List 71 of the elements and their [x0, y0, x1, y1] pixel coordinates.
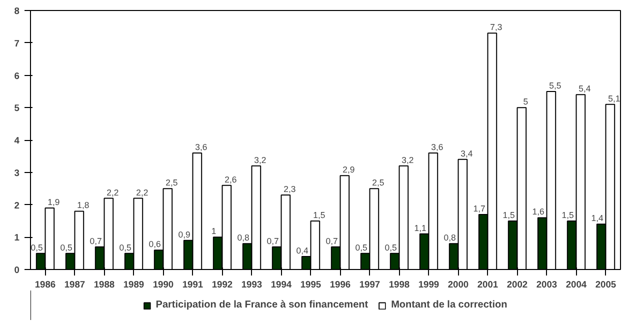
y-tick-label: 8: [14, 6, 20, 16]
data-label: 1,5: [502, 210, 516, 220]
data-label: 0,7: [266, 236, 280, 246]
data-label: 1,5: [562, 210, 574, 220]
x-tick-label: 1987: [64, 280, 86, 290]
data-label: 3,2: [402, 154, 414, 165]
data-label: 1,4: [591, 213, 604, 224]
y-tick-label: 1: [14, 232, 20, 243]
x-tick-label: 2000: [448, 280, 469, 290]
data-label: 2,6: [224, 174, 237, 184]
data-label: 1,8: [77, 200, 90, 210]
data-label: 0,9: [178, 229, 191, 240]
x-tick-label: 1992: [212, 280, 233, 290]
y-tick-label: 3: [14, 168, 20, 178]
data-label: 2,5: [166, 178, 178, 188]
x-tick-label: 1993: [241, 280, 262, 290]
x-tick-label: 2004: [566, 280, 588, 290]
data-label: 1,1: [414, 222, 427, 233]
data-label: 0,5: [119, 242, 132, 252]
legend-label: Montant de la correction: [391, 300, 508, 310]
data-label: 7,3: [490, 22, 502, 32]
data-label: 1,5: [313, 210, 326, 220]
x-tick-label: 1990: [152, 280, 174, 290]
data-label: 0,5: [384, 242, 398, 252]
x-tick-label: 1997: [359, 280, 380, 290]
y-tick-label: 5: [14, 103, 20, 114]
data-label: 3,4: [460, 148, 473, 158]
data-label: 0,5: [355, 242, 368, 252]
x-tick-label: 1998: [388, 280, 410, 290]
data-label: 0,7: [326, 236, 338, 246]
data-label: 2,3: [284, 184, 296, 194]
x-tick-label: 1996: [330, 280, 351, 290]
data-label: 2,5: [372, 178, 384, 188]
data-label: 2,2: [106, 187, 119, 198]
x-tick-label: 1995: [300, 280, 322, 290]
y-tick-label: 7: [14, 38, 20, 48]
data-label: 2,2: [136, 187, 148, 198]
x-tick-label: 2001: [477, 280, 498, 290]
data-label: 0,5: [60, 242, 73, 252]
legend-label: Participation de la France à son financement: [156, 300, 368, 310]
data-label: 5,4: [578, 84, 591, 94]
data-label: 3,6: [431, 142, 444, 152]
data-label: 2,9: [342, 164, 355, 175]
data-label: 3,2: [254, 154, 266, 165]
y-tick-label: 2: [14, 200, 20, 210]
data-label: 1: [211, 226, 216, 236]
data-label: 0,7: [90, 236, 102, 246]
data-label: 5,1: [608, 93, 620, 104]
y-tick-label: 6: [14, 70, 20, 81]
data-label: 0,5: [30, 242, 44, 252]
x-tick-label: 1991: [182, 280, 204, 290]
x-tick-label: 2005: [595, 280, 616, 290]
x-tick-label: 1989: [123, 280, 144, 290]
y-tick-label: 4: [14, 136, 20, 146]
data-label: 1,9: [48, 196, 60, 207]
data-label: 0,6: [148, 239, 162, 250]
data-label: 5,5: [549, 80, 562, 90]
x-tick-label: 1988: [94, 280, 115, 290]
x-tick-label: 1999: [418, 280, 440, 290]
data-label: 0,8: [444, 232, 456, 243]
x-tick-label: 1994: [270, 280, 292, 290]
data-label: 1,6: [532, 206, 545, 217]
y-tick-label: 0: [14, 265, 20, 275]
data-label: 5: [523, 96, 528, 107]
data-label: 3,6: [195, 142, 208, 152]
data-label: 0,8: [237, 232, 250, 243]
x-tick-label: 2002: [506, 280, 528, 290]
x-tick-label: 1986: [34, 280, 56, 290]
x-tick-label: 2003: [536, 280, 558, 290]
data-label: 1,7: [473, 203, 486, 214]
data-label: 0,4: [296, 246, 309, 256]
